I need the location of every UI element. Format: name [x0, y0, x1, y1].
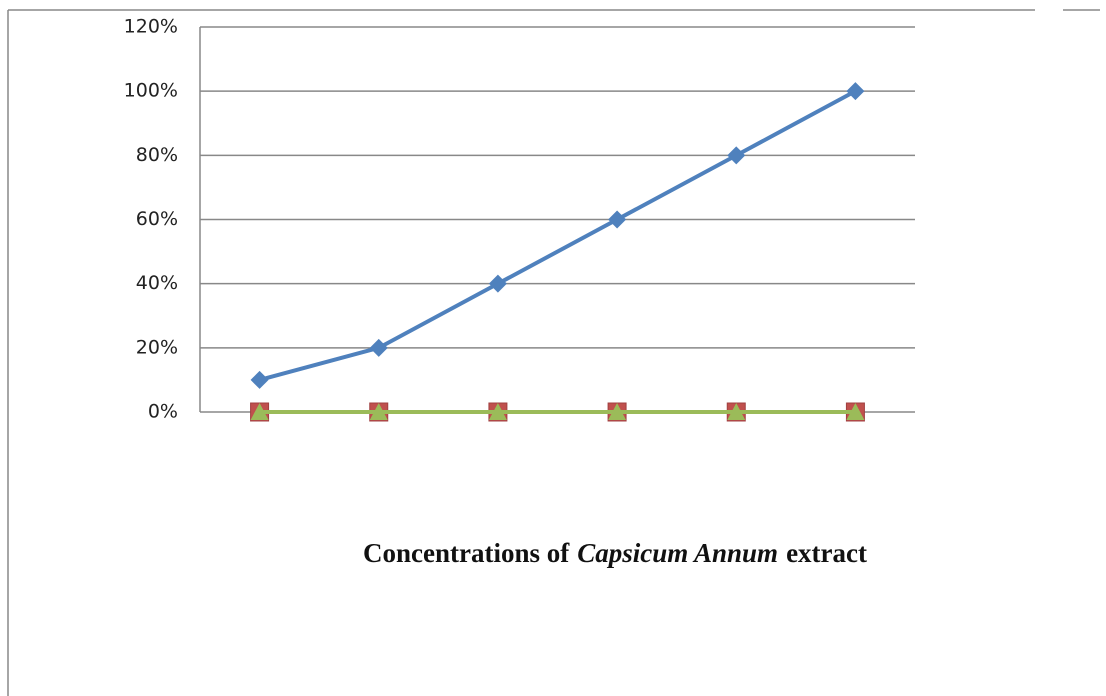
- marker: [250, 370, 269, 389]
- y-tick-label: 120%: [124, 16, 178, 38]
- x-label-part: Concentrations of: [363, 538, 570, 568]
- marker: [369, 338, 388, 357]
- marker: [608, 210, 627, 229]
- x-label-part: extract: [786, 538, 867, 568]
- y-tick-label: 20%: [136, 336, 178, 358]
- x-axis-label: Concentrations of Capsicum Annum extract: [363, 538, 867, 568]
- marker: [846, 82, 865, 101]
- marker: [488, 403, 507, 420]
- marker: [488, 274, 507, 293]
- y-tick-label: 100%: [124, 80, 178, 102]
- y-tick-label: 60%: [136, 208, 178, 230]
- marker: [846, 403, 865, 420]
- y-tick-label: 80%: [136, 144, 178, 166]
- marker: [727, 403, 746, 420]
- marker: [727, 146, 746, 165]
- series-line: [259, 89, 857, 382]
- marker: [250, 403, 269, 420]
- x-label-part: Capsicum Annum: [577, 538, 778, 568]
- marker: [369, 403, 388, 420]
- y-tick-label: 0%: [148, 401, 178, 423]
- marker: [608, 403, 627, 420]
- y-tick-label: 40%: [136, 272, 178, 294]
